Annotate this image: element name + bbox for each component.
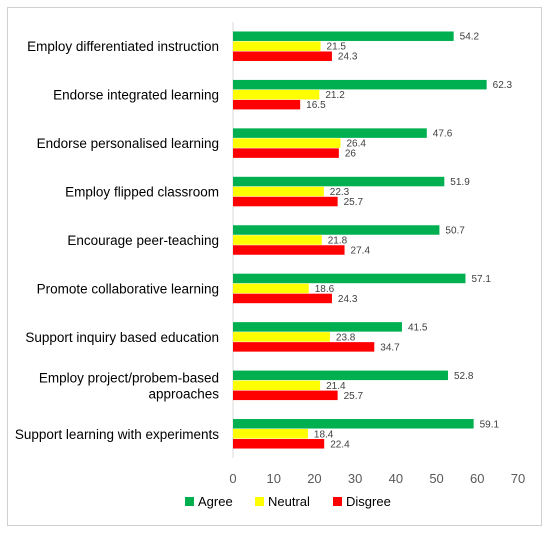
bar-agree	[233, 225, 440, 235]
bar-agree	[233, 322, 402, 332]
data-label: 51.9	[450, 177, 470, 188]
data-label: 24.3	[338, 52, 358, 63]
category-label: Support learning with experiments	[15, 427, 219, 442]
data-label: 26.4	[346, 139, 366, 150]
bar-disgree	[233, 196, 338, 207]
data-label: 27.4	[351, 246, 371, 257]
category-label: approaches	[148, 386, 219, 401]
data-label: 54.2	[460, 32, 480, 43]
data-label: 16.5	[306, 100, 326, 111]
x-tick-label: 60	[470, 471, 484, 486]
bar-agree	[233, 273, 466, 284]
data-label: 59.1	[480, 419, 500, 430]
bar-neutral	[233, 89, 320, 100]
category-label: Endorse integrated learning	[53, 88, 219, 103]
data-label: 24.3	[338, 294, 358, 305]
data-label: 21.5	[327, 42, 347, 53]
bar-disgree	[233, 99, 301, 110]
x-tick-label: 40	[389, 471, 403, 486]
category-label: Support inquiry based education	[25, 330, 219, 345]
bar-neutral	[233, 429, 308, 439]
bar-disgree	[233, 148, 339, 158]
category-label: Encourage peer-teaching	[67, 233, 219, 248]
legend-label: Disgree	[346, 494, 391, 509]
data-label: 18.6	[315, 284, 335, 295]
data-label: 47.6	[433, 129, 453, 140]
bar-disgree	[233, 293, 332, 304]
bar-agree	[233, 419, 474, 429]
x-tick-label: 70	[511, 471, 525, 486]
data-label: 26	[345, 149, 357, 160]
x-tick-label: 10	[266, 471, 280, 486]
bar-neutral	[233, 138, 341, 148]
legend-label: Neutral	[268, 494, 310, 509]
bar-disgree	[233, 342, 375, 352]
category-label: Employ project/probem-based	[39, 370, 219, 385]
bar-disgree	[233, 439, 325, 449]
bar-agree	[233, 79, 487, 90]
category-label: Employ flipped classroom	[65, 185, 219, 200]
bar-neutral	[233, 41, 321, 51]
data-label: 21.8	[328, 236, 348, 247]
data-label: 25.7	[344, 197, 364, 208]
legend-swatch-agree	[185, 497, 194, 506]
data-label: 52.8	[454, 371, 474, 382]
data-label: 22.3	[330, 187, 350, 198]
bar-agree	[233, 31, 454, 41]
bar-neutral	[233, 283, 309, 294]
category-label: Employ differentiated instruction	[27, 39, 219, 54]
x-tick-label: 0	[229, 471, 236, 486]
data-label: 62.3	[493, 80, 513, 91]
category-label: Endorse personalised learning	[37, 136, 219, 151]
category-label: Promote collaborative learning	[37, 281, 219, 296]
data-label: 25.7	[344, 391, 364, 402]
data-label: 50.7	[445, 226, 465, 237]
bar-neutral	[233, 235, 322, 245]
data-label: 23.8	[336, 332, 356, 343]
bar-agree	[233, 128, 427, 138]
bar-disgree	[233, 245, 345, 255]
data-label: 21.2	[325, 90, 345, 101]
data-label: 34.7	[380, 342, 400, 353]
data-label: 22.4	[330, 439, 350, 450]
legend-swatch-disgree	[333, 497, 342, 506]
data-label: 41.5	[408, 322, 428, 333]
bar-agree	[233, 370, 448, 381]
bar-disgree	[233, 51, 332, 61]
x-tick-label: 50	[429, 471, 443, 486]
bar-agree	[233, 176, 445, 187]
data-label: 18.4	[314, 429, 334, 440]
data-label: 57.1	[471, 274, 491, 285]
legend-swatch-neutral	[255, 497, 264, 506]
bar-disgree	[233, 390, 338, 401]
x-tick-label: 30	[348, 471, 362, 486]
bar-neutral	[233, 380, 321, 391]
bar-neutral	[233, 332, 330, 342]
data-label: 21.4	[326, 381, 346, 392]
legend-label: Agree	[198, 494, 233, 509]
x-tick-label: 20	[307, 471, 321, 486]
bar-neutral	[233, 186, 324, 197]
